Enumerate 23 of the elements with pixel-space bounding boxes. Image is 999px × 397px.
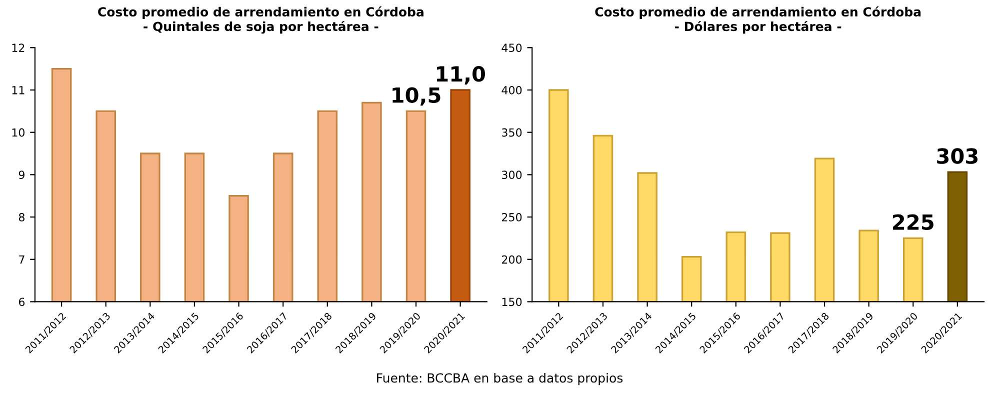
chart-title: Costo promedio de arrendamiento en Córdoba [98, 6, 424, 19]
y-tick-label: 150 [502, 298, 522, 306]
y-tick-label: 450 [502, 44, 522, 52]
data-label: 10,5 [392, 87, 440, 106]
chart-subtitle: - Dólares por hectárea - [674, 20, 842, 34]
y-tick-label: 400 [502, 86, 522, 94]
data-label: 11,0 [436, 66, 486, 84]
data-label: 303 [937, 148, 978, 164]
source-note: Fuente: BCCBA en base a datos propios [377, 372, 623, 386]
y-tick-label: 12 [12, 44, 24, 52]
y-tick-label: 10 [12, 128, 25, 137]
y-tick-label: 9 [18, 170, 24, 180]
y-tick-label: 350 [502, 128, 522, 137]
chart-subtitle: - Quintales de soja por hectárea - [144, 20, 378, 34]
chart-title: Costo promedio de arrendamiento en Córdoba [595, 6, 921, 19]
y-tick-label: 200 [502, 255, 522, 264]
y-tick-label: 8 [18, 213, 24, 222]
y-tick-label: 250 [502, 213, 522, 222]
data-label: 225 [893, 214, 934, 230]
y-tick-label: 300 [502, 170, 522, 180]
y-tick-label: 7 [19, 255, 24, 264]
y-tick-label: 11 [12, 86, 24, 94]
y-tick-label: 6 [18, 298, 25, 306]
